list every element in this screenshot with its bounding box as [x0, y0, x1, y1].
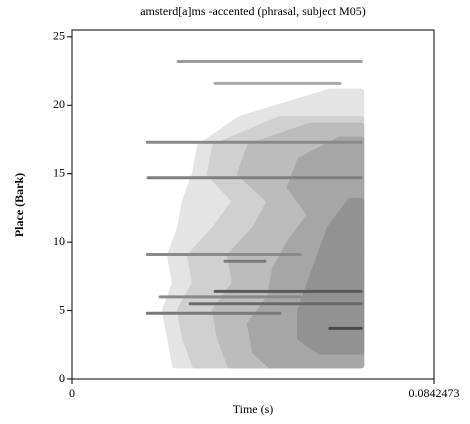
y-axis-label: Place (Bark): [12, 173, 26, 237]
x-tick-label: 0: [69, 386, 75, 400]
x-tick-label: 0.0842473: [409, 386, 460, 400]
y-tick-label: 20: [53, 97, 65, 111]
y-tick-label: 0: [59, 371, 65, 385]
y-tick-label: 15: [53, 165, 65, 179]
y-tick-label: 5: [59, 302, 65, 316]
y-tick-label: 25: [53, 29, 65, 43]
intensity-layer: [297, 198, 365, 355]
chart-title: amsterd[a]ms -accented (phrasal, subject…: [140, 4, 366, 18]
y-tick-label: 10: [53, 234, 65, 248]
x-axis-label: Time (s): [233, 402, 274, 416]
plot-area: [145, 59, 365, 369]
plot-frame: [71, 29, 435, 380]
